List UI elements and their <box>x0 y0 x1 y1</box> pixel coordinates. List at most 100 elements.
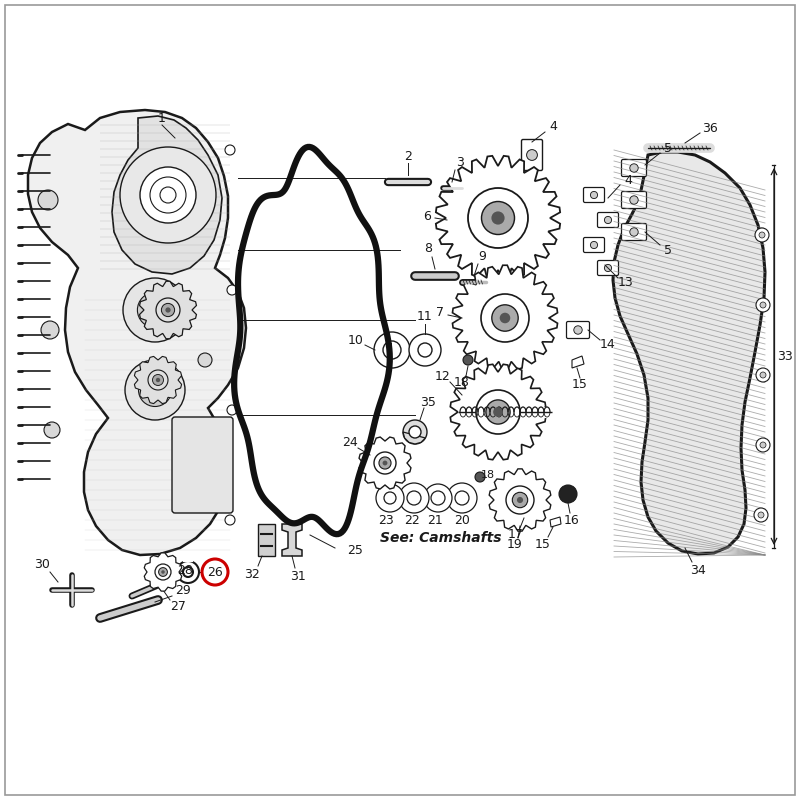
Circle shape <box>384 492 396 504</box>
Circle shape <box>374 452 396 474</box>
Circle shape <box>409 426 421 438</box>
Text: 13: 13 <box>618 277 634 290</box>
Circle shape <box>120 147 216 243</box>
Polygon shape <box>112 116 222 274</box>
Text: 20: 20 <box>454 514 470 526</box>
Circle shape <box>41 321 59 339</box>
Polygon shape <box>134 357 182 403</box>
Text: 5: 5 <box>664 243 672 257</box>
Text: 11: 11 <box>417 310 433 323</box>
Text: 18: 18 <box>454 377 470 390</box>
Circle shape <box>138 374 171 406</box>
Circle shape <box>376 484 404 512</box>
Circle shape <box>456 370 541 454</box>
Circle shape <box>756 368 770 382</box>
FancyBboxPatch shape <box>622 159 646 177</box>
Polygon shape <box>489 469 551 531</box>
Circle shape <box>476 390 520 434</box>
FancyBboxPatch shape <box>622 191 646 209</box>
Circle shape <box>153 374 163 386</box>
FancyBboxPatch shape <box>583 238 605 253</box>
Text: 29: 29 <box>175 585 191 598</box>
Polygon shape <box>139 282 197 338</box>
Circle shape <box>512 492 528 508</box>
FancyBboxPatch shape <box>622 223 646 241</box>
Circle shape <box>443 163 553 273</box>
Text: 25: 25 <box>347 543 363 557</box>
FancyBboxPatch shape <box>522 139 542 170</box>
Polygon shape <box>258 524 275 556</box>
Circle shape <box>493 407 503 417</box>
Circle shape <box>760 442 766 448</box>
Text: 34: 34 <box>690 563 706 577</box>
Text: 2: 2 <box>404 150 412 162</box>
Circle shape <box>605 264 612 272</box>
Text: 4: 4 <box>624 174 632 186</box>
Text: 15: 15 <box>535 538 551 550</box>
Circle shape <box>198 353 212 367</box>
Circle shape <box>38 190 58 210</box>
Text: 21: 21 <box>427 514 443 526</box>
Circle shape <box>383 341 401 359</box>
Text: See: Camshafts: See: Camshafts <box>380 531 502 545</box>
Circle shape <box>574 326 582 334</box>
Circle shape <box>760 302 766 308</box>
Circle shape <box>506 486 534 514</box>
Circle shape <box>758 512 764 518</box>
Text: 26: 26 <box>207 566 223 578</box>
Circle shape <box>138 292 173 328</box>
Circle shape <box>193 453 207 467</box>
Circle shape <box>447 483 477 513</box>
Circle shape <box>630 228 638 236</box>
Text: 5: 5 <box>664 142 672 154</box>
FancyBboxPatch shape <box>172 417 233 513</box>
Circle shape <box>225 145 235 155</box>
Text: 35: 35 <box>420 395 436 409</box>
Circle shape <box>160 187 176 203</box>
Polygon shape <box>28 110 246 555</box>
FancyBboxPatch shape <box>566 322 590 338</box>
Polygon shape <box>572 356 584 368</box>
Circle shape <box>463 355 473 365</box>
Text: 9: 9 <box>478 250 486 263</box>
Circle shape <box>146 555 180 589</box>
Circle shape <box>759 232 765 238</box>
Circle shape <box>162 570 165 574</box>
Circle shape <box>403 420 427 444</box>
Circle shape <box>156 378 160 382</box>
Circle shape <box>148 370 168 390</box>
Circle shape <box>156 298 180 322</box>
Circle shape <box>137 358 179 402</box>
Circle shape <box>362 440 408 486</box>
Circle shape <box>760 372 766 378</box>
Text: 7: 7 <box>436 306 444 318</box>
Text: 30: 30 <box>34 558 50 571</box>
Circle shape <box>142 285 194 335</box>
Circle shape <box>500 313 510 323</box>
Text: 15: 15 <box>572 378 588 391</box>
Text: 8: 8 <box>424 242 432 255</box>
Circle shape <box>475 472 485 482</box>
Text: 1: 1 <box>158 113 166 126</box>
Circle shape <box>493 473 547 527</box>
Circle shape <box>374 332 410 368</box>
Circle shape <box>155 564 171 580</box>
Polygon shape <box>520 503 528 518</box>
Circle shape <box>754 508 768 522</box>
Circle shape <box>590 191 598 198</box>
Circle shape <box>123 278 187 342</box>
Circle shape <box>526 150 538 160</box>
Circle shape <box>492 305 518 331</box>
Circle shape <box>630 196 638 204</box>
Circle shape <box>382 461 387 466</box>
Text: 17: 17 <box>508 529 524 542</box>
Text: 28: 28 <box>177 563 193 577</box>
Circle shape <box>183 567 193 577</box>
Circle shape <box>424 484 452 512</box>
Circle shape <box>177 561 199 583</box>
Circle shape <box>481 294 529 342</box>
FancyBboxPatch shape <box>598 261 618 275</box>
FancyBboxPatch shape <box>598 213 618 227</box>
Circle shape <box>458 271 552 365</box>
Text: 23: 23 <box>378 514 394 526</box>
